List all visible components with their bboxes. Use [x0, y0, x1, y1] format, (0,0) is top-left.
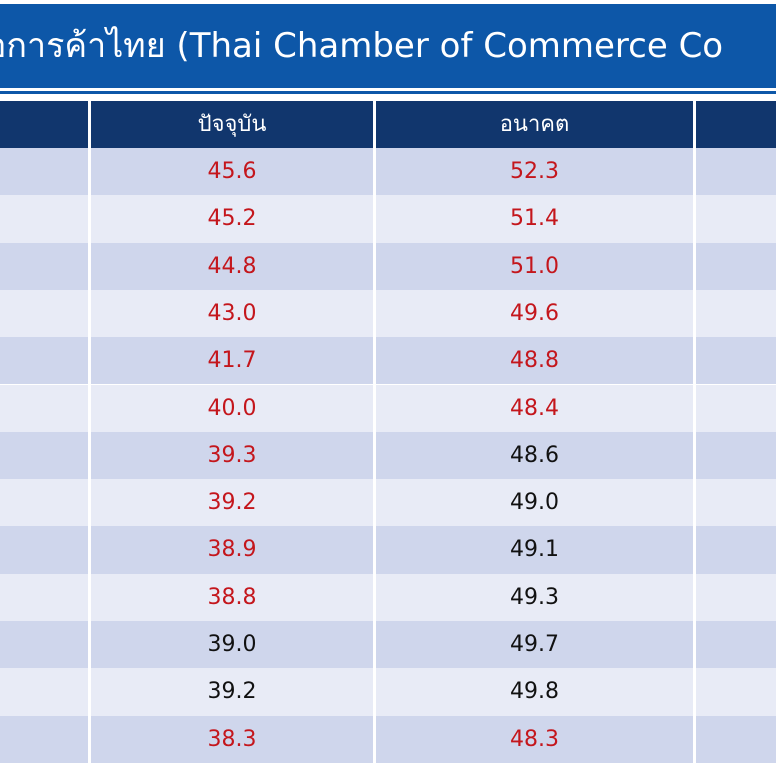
row-label-cell: [0, 290, 88, 337]
header-cell-extra: [693, 101, 776, 148]
current-value-cell: 39.2: [88, 668, 373, 716]
header-cell-label: [0, 101, 88, 148]
row-label-cell: [0, 574, 88, 621]
row-label-cell: [0, 243, 88, 290]
table-row: 38.8 49.3: [0, 573, 776, 621]
extra-cell: [693, 384, 776, 432]
row-label-cell: [0, 668, 88, 715]
table-header-row: ปัจจุบัน อนาคต: [0, 101, 776, 148]
header-cell-current: ปัจจุบัน: [88, 101, 373, 148]
extra-cell: [693, 479, 776, 527]
current-value-cell: 45.2: [88, 195, 373, 243]
current-value-cell: 38.3: [88, 715, 373, 763]
future-value-cell: 52.3: [373, 148, 693, 196]
future-value-cell: 49.7: [373, 621, 693, 669]
extra-cell: [693, 337, 776, 385]
table-row: 40.0 48.4: [0, 384, 776, 432]
future-value-cell: 49.8: [373, 668, 693, 716]
future-value-cell: 48.8: [373, 337, 693, 385]
row-label-cell: [0, 526, 88, 573]
future-value-cell: 51.0: [373, 242, 693, 290]
future-value-cell: 49.0: [373, 479, 693, 527]
current-value-cell: 39.0: [88, 621, 373, 669]
row-label-cell: [0, 716, 88, 763]
current-value-cell: 38.8: [88, 573, 373, 621]
table-row: 39.3 48.6: [0, 431, 776, 480]
future-value-cell: 49.1: [373, 526, 693, 574]
table-row: 39.2 49.0: [0, 479, 776, 527]
table-row: 38.3 48.3: [0, 715, 776, 763]
extra-cell: [693, 195, 776, 243]
header-cell-future: อนาคต: [373, 101, 693, 148]
table-row: 39.2 49.8: [0, 668, 776, 716]
row-label-cell: [0, 621, 88, 668]
row-label-cell: [0, 337, 88, 384]
future-value-cell: 51.4: [373, 195, 693, 243]
extra-cell: [693, 715, 776, 763]
current-value-cell: 39.2: [88, 479, 373, 527]
row-label-cell: [0, 385, 88, 432]
future-value-cell: 49.6: [373, 289, 693, 338]
extra-cell: [693, 289, 776, 338]
future-value-cell: 48.6: [373, 431, 693, 480]
page-title: อการค้าไทย (Thai Chamber of Commerce Co: [0, 26, 724, 66]
current-value-cell: 43.0: [88, 289, 373, 338]
extra-cell: [693, 148, 776, 196]
current-value-cell: 39.3: [88, 431, 373, 480]
title-banner: อการค้าไทย (Thai Chamber of Commerce Co: [0, 4, 776, 88]
table-row: 45.2 51.4: [0, 195, 776, 243]
row-label-cell: [0, 479, 88, 526]
table-row: 41.7 48.8: [0, 337, 776, 385]
extra-cell: [693, 668, 776, 716]
table-row: 39.0 49.7: [0, 621, 776, 669]
row-label-cell: [0, 432, 88, 479]
table-row: 45.6 52.3: [0, 148, 776, 196]
extra-cell: [693, 621, 776, 669]
current-value-cell: 41.7: [88, 337, 373, 385]
table-row: 44.8 51.0: [0, 242, 776, 290]
future-value-cell: 48.3: [373, 715, 693, 763]
row-label-cell: [0, 195, 88, 242]
extra-cell: [693, 431, 776, 480]
current-value-cell: 40.0: [88, 384, 373, 432]
row-label-cell: [0, 148, 88, 195]
table-row: 43.0 49.6: [0, 289, 776, 338]
table-row: 38.9 49.1: [0, 526, 776, 574]
future-value-cell: 48.4: [373, 384, 693, 432]
current-value-cell: 38.9: [88, 526, 373, 574]
extra-cell: [693, 573, 776, 621]
title-underline: [0, 91, 776, 94]
future-value-cell: 49.3: [373, 573, 693, 621]
extra-cell: [693, 242, 776, 290]
current-value-cell: 45.6: [88, 148, 373, 196]
current-value-cell: 44.8: [88, 242, 373, 290]
extra-cell: [693, 526, 776, 574]
